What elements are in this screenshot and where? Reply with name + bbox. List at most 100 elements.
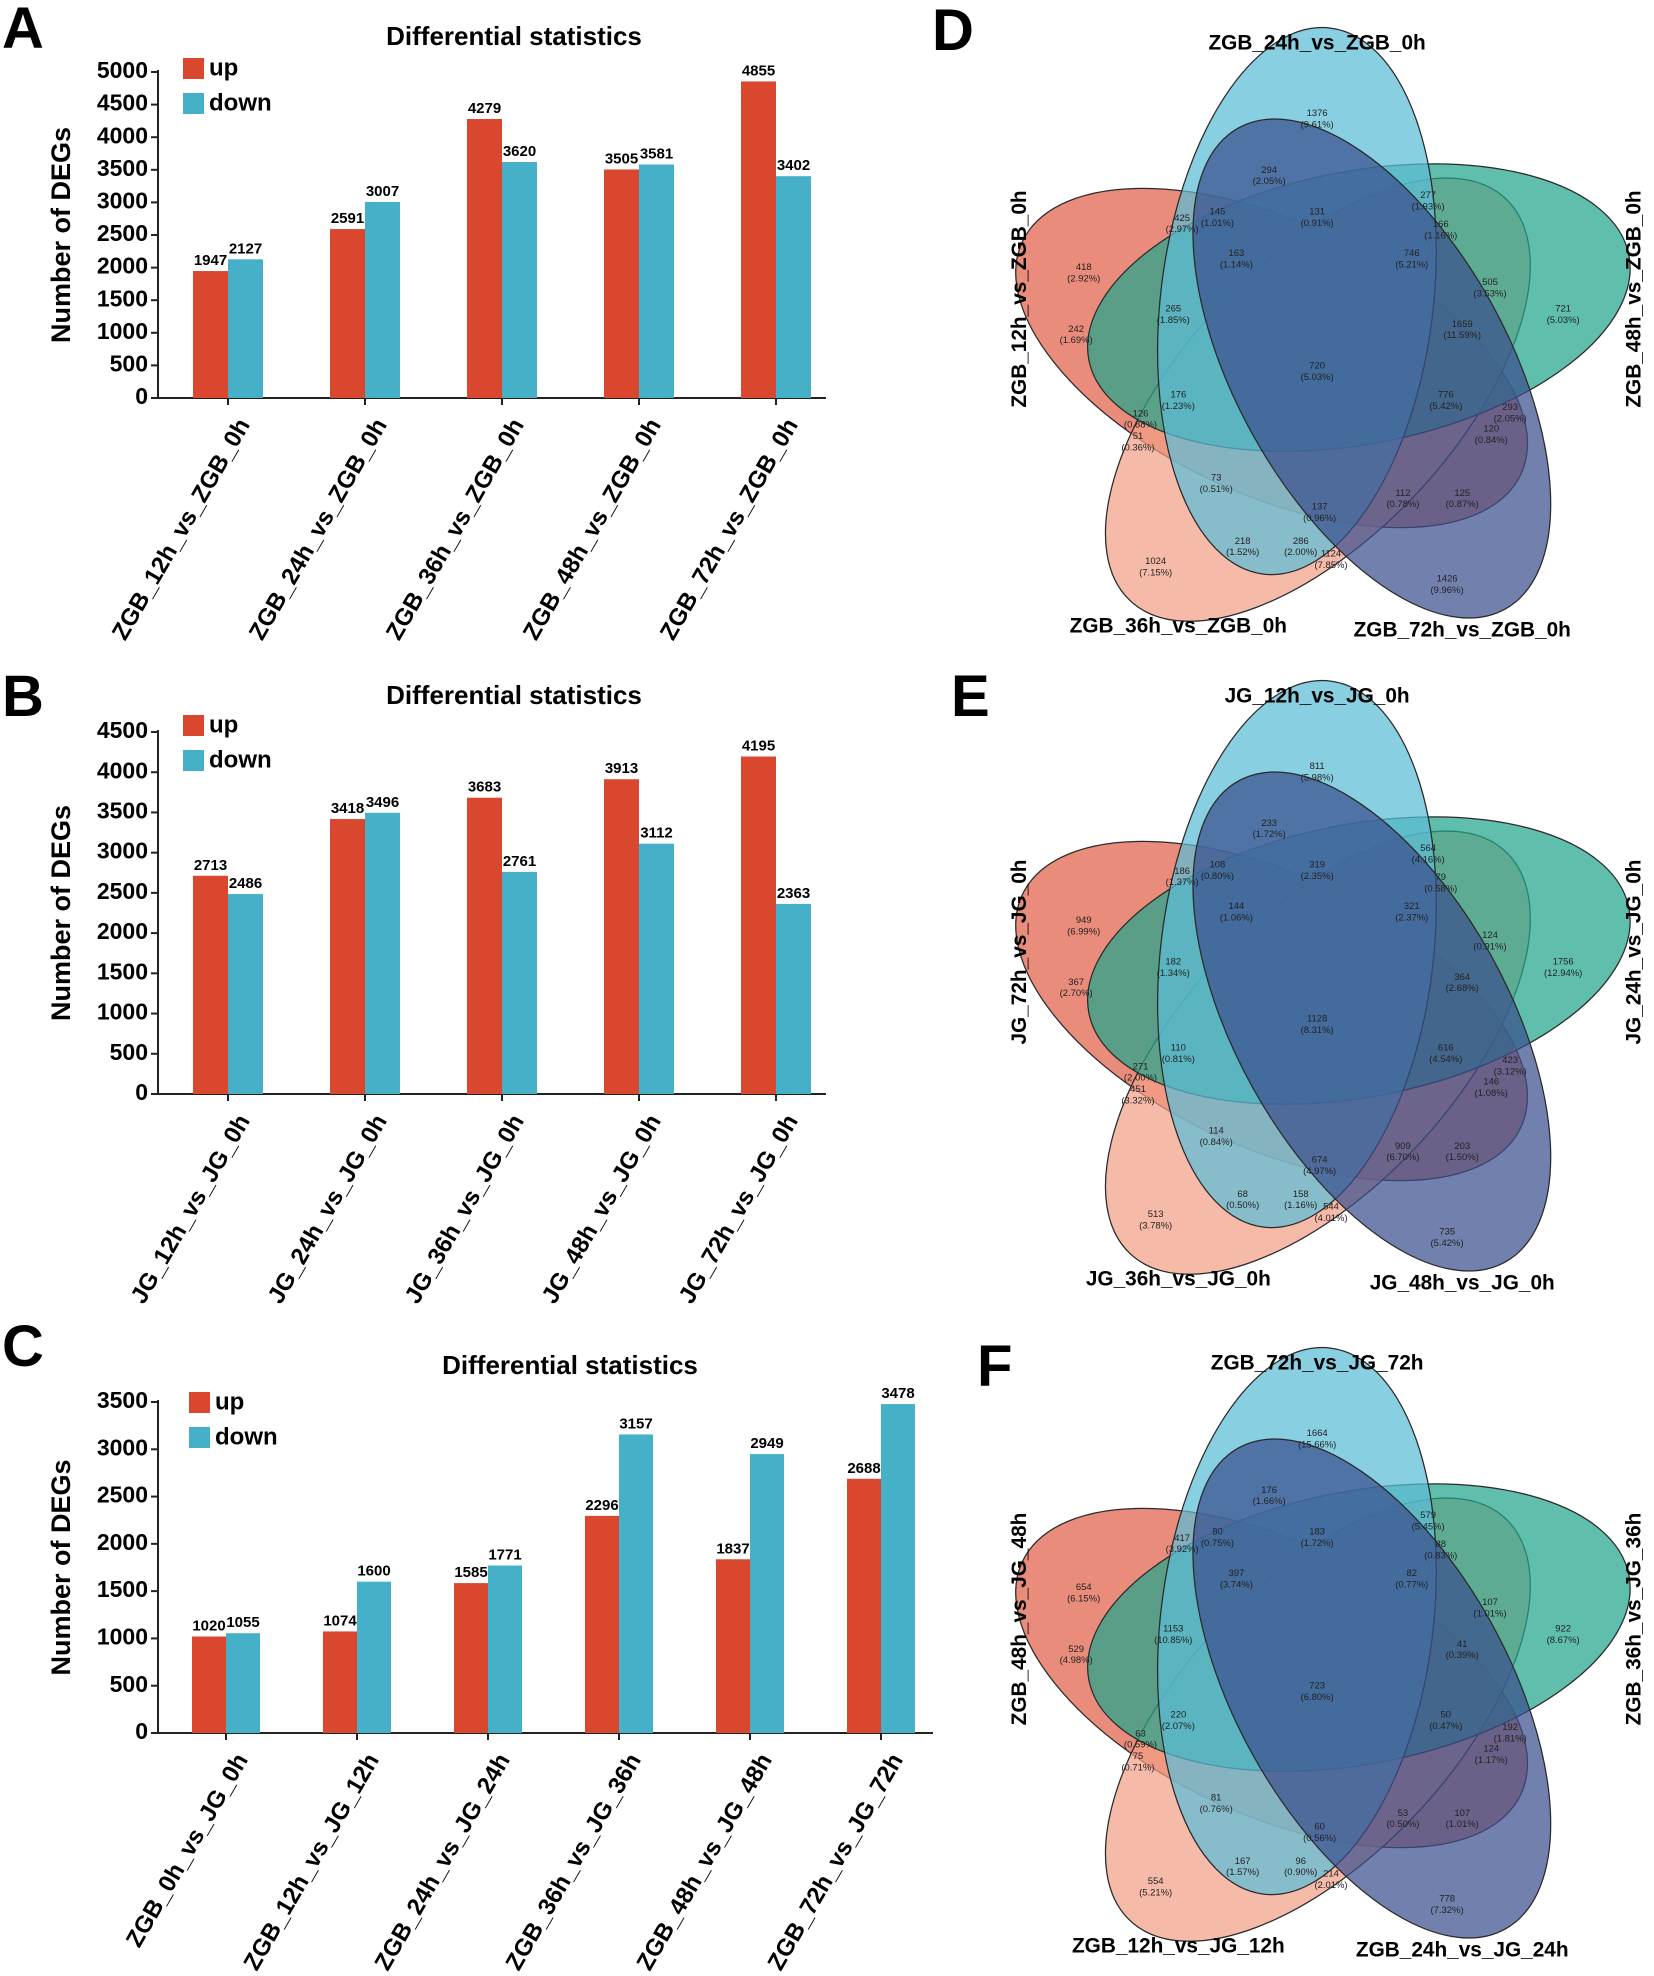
venn-region-percent: (6.15%) [1067,1593,1100,1604]
bar-down [502,871,537,1094]
bar-value-label: 3496 [366,794,399,811]
venn-region-label: 233(1.72%) [1253,818,1286,840]
venn-region-label: 131(0.91%) [1301,206,1334,228]
venn-region-percent: (12.94%) [1544,968,1582,979]
bar-up [193,271,228,398]
venn-region-count: 68 [1237,1189,1248,1200]
venn-region-count: 242 [1068,324,1084,335]
venn-region-count: 176 [1261,1485,1277,1496]
y-tick-label: 3000 [97,187,148,213]
y-tick-label: 5000 [97,57,148,83]
y-tick-label: 2500 [97,878,148,904]
venn-region-label: 176(1.66%) [1253,1485,1286,1507]
venn-region-label: 529(4.98%) [1060,1644,1093,1666]
y-axis-label: Number of DEGs [46,1459,76,1675]
venn-region-percent: (4.54%) [1429,1054,1462,1065]
venn-region-percent: (2.35%) [1301,871,1334,882]
venn-set-ellipse [1192,118,1552,619]
venn-region-percent: (8.67%) [1547,1635,1580,1646]
venn-region-label: 242(1.69%) [1060,324,1093,346]
bar-value-label: 3913 [605,760,638,777]
legend-label-down: down [209,89,272,116]
venn-region-label: 654(6.15%) [1067,1582,1100,1604]
bar-up [467,797,502,1094]
venn-region-count: 63 [1135,1728,1146,1739]
venn-region-label: 746(5.21%) [1395,248,1428,270]
venn-region-percent: (0.91%) [1473,941,1506,952]
bar-up [604,779,639,1094]
venn-region-label: 220(2.07%) [1162,1709,1195,1731]
bar-value-label: 4279 [468,100,501,117]
venn-region-percent: (2.01%) [1314,1880,1347,1891]
venn-region-count: 1024 [1145,556,1166,567]
venn-region-percent: (0.80%) [1201,871,1234,882]
y-tick-label: 2500 [97,220,148,246]
venn-region-count: 505 [1482,277,1498,288]
venn-region-count: 108 [1210,859,1226,870]
venn-region-percent: (0.83%) [1424,1550,1457,1561]
venn-region-label: 167(1.57%) [1226,1856,1259,1878]
venn-region-count: 1664 [1307,1428,1328,1439]
venn-region-count: 124 [1483,1743,1499,1754]
bar-up [192,1636,226,1733]
bar-down [357,1581,391,1733]
venn-region-count: 73 [1211,473,1222,484]
venn-region-count: 112 [1395,488,1410,499]
venn-region-label: 120(0.84%) [1475,423,1508,445]
venn-region-percent: (1.85%) [1157,315,1190,326]
bar-value-label: 4195 [742,738,775,755]
venn-region-count: 81 [1211,1793,1222,1804]
y-tick-label: 0 [135,1079,148,1105]
bar-down [881,1404,915,1733]
venn-region-percent: (2.97%) [1166,224,1199,235]
venn-region-label: 163(1.14%) [1220,248,1253,270]
venn-region-percent: (1.01%) [1473,1608,1506,1619]
venn-region-count: 746 [1404,248,1420,259]
venn-region-label: 124(0.91%) [1473,930,1506,952]
bar-up [604,169,639,398]
venn-region-label: 81(0.76%) [1200,1793,1233,1815]
venn-region-count: 579 [1420,1510,1436,1521]
set-label-bottom-right: ZGB_24h_vs_JG_24h [1356,1938,1569,1961]
venn-region-label: 397(3.74%) [1220,1568,1253,1590]
venn-region-count: 319 [1309,859,1325,870]
venn-region-percent: (6.99%) [1067,926,1100,937]
set-label-top: ZGB_72h_vs_JG_72h [1211,1352,1424,1375]
venn-region-percent: (6.80%) [1301,1692,1334,1703]
x-tick-label: ZGB_72h_vs_ZGB_0h [655,414,804,645]
legend-swatch-down [183,750,204,771]
bar-value-label: 2688 [847,1460,880,1477]
venn-region-label: 1659(11.59%) [1443,319,1481,341]
set-label-top: JG_12h_vs_JG_0h [1225,685,1410,708]
venn-region-count: 120 [1483,423,1499,434]
venn-region-percent: (1.14%) [1220,259,1253,270]
venn-region-percent: (0.50%) [1226,1200,1259,1211]
venn-region-label: 75(0.71%) [1121,1751,1154,1773]
panel-letter-d: D [932,0,974,63]
venn-region-percent: (0.88%) [1124,420,1157,431]
venn-region-percent: (1.52%) [1226,547,1259,558]
venn-region-percent: (0.59%) [1124,1740,1157,1751]
venn-region-count: 75 [1133,1751,1144,1762]
venn-region-count: 51 [1133,431,1144,442]
venn-region-count: 110 [1171,1042,1186,1053]
venn-region-label: 107(1.01%) [1473,1597,1506,1619]
venn-region-label: 192(1.81%) [1494,1722,1527,1744]
venn-region-percent: (0.81%) [1162,1054,1195,1065]
y-tick-label: 1500 [97,285,148,311]
x-tick-label: JG_72h_vs_JG_0h [674,1110,804,1308]
bar-down [488,1565,522,1733]
bar-value-label: 2949 [750,1435,783,1452]
venn-region-percent: (1.72%) [1253,829,1286,840]
venn-region-count: 203 [1454,1141,1470,1152]
venn-region-label: 811(5.98%) [1301,761,1334,783]
venn-region-count: 1124 [1321,548,1341,559]
venn-region-label: 53(0.50%) [1386,1808,1419,1830]
venn-region-label: 451(3.32%) [1121,1084,1154,1106]
venn-region-count: 167 [1235,1856,1251,1867]
venn-region-label: 922(8.67%) [1547,1624,1580,1646]
venn-region-percent: (15.66%) [1298,1439,1336,1450]
venn-region-label: 68(0.50%) [1226,1189,1259,1211]
venn-region-count: 423 [1502,1055,1518,1066]
venn-region-percent: (5.42%) [1429,401,1462,412]
